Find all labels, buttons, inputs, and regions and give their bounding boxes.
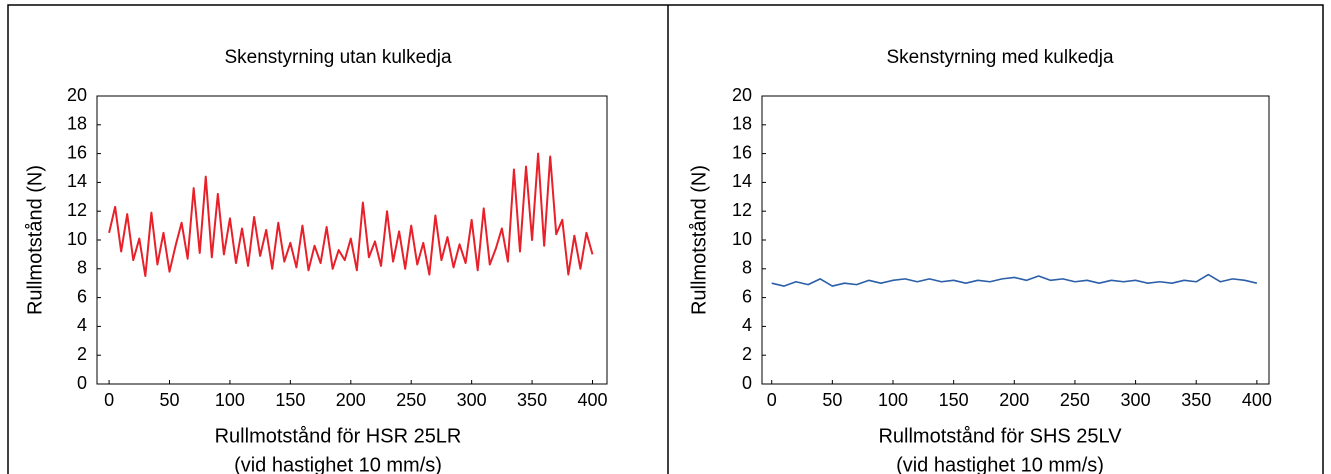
y-tick-label: 12 — [67, 200, 87, 220]
x-tick-label: 100 — [215, 390, 245, 410]
y-tick-label: 6 — [77, 286, 87, 306]
x-tick-label: 0 — [767, 390, 777, 410]
x-tick-label: 400 — [1242, 390, 1272, 410]
data-line — [771, 273, 1258, 287]
x-tick-label: 300 — [457, 390, 487, 410]
chart-title: Skenstyrning med kulkedja — [886, 47, 1113, 68]
x-tick-label: 150 — [275, 390, 305, 410]
x-axis-label: Rullmotstånd för SHS 25LV — [878, 425, 1122, 447]
y-tick-label: 6 — [742, 286, 752, 306]
y-tick-label: 2 — [77, 344, 87, 364]
x-axis-label: (vid hastighet 10 mm/s) — [896, 454, 1104, 474]
y-tick-label: 2 — [742, 344, 752, 364]
y-tick-label: 4 — [77, 315, 87, 335]
x-axis-label: (vid hastighet 10 mm/s) — [234, 454, 442, 474]
x-tick-label: 350 — [517, 390, 547, 410]
y-tick-label: 0 — [77, 373, 87, 393]
y-tick-label: 8 — [742, 258, 752, 278]
x-tick-label: 0 — [104, 390, 114, 410]
y-axis-label: Rullmotstånd (N) — [688, 165, 710, 315]
x-tick-label: 400 — [577, 390, 607, 410]
data-line — [108, 152, 594, 277]
y-tick-label: 18 — [67, 114, 87, 134]
y-tick-label: 4 — [742, 315, 752, 335]
plot-frame — [96, 95, 608, 385]
x-tick-label: 200 — [336, 390, 366, 410]
y-tick-label: 8 — [77, 258, 87, 278]
plot-frame — [761, 95, 1270, 385]
y-tick-label: 10 — [732, 229, 752, 249]
x-tick-label: 100 — [878, 390, 908, 410]
y-axis-label: Rullmotstånd (N) — [24, 165, 46, 315]
chart-title: Skenstyrning utan kulkedja — [224, 47, 452, 68]
x-tick-label: 350 — [1181, 390, 1211, 410]
outer-frame — [7, 4, 1324, 474]
y-tick-label: 20 — [732, 85, 752, 105]
y-tick-label: 18 — [732, 114, 752, 134]
x-axis-label: Rullmotstånd för HSR 25LR — [215, 425, 462, 447]
y-tick-label: 12 — [732, 200, 752, 220]
y-tick-label: 10 — [67, 229, 87, 249]
y-tick-label: 14 — [732, 171, 752, 191]
x-tick-label: 50 — [822, 390, 842, 410]
y-tick-label: 16 — [67, 142, 87, 162]
y-tick-label: 0 — [742, 373, 752, 393]
x-tick-label: 200 — [999, 390, 1029, 410]
x-tick-label: 300 — [1121, 390, 1151, 410]
y-tick-label: 16 — [732, 142, 752, 162]
y-tick-label: 14 — [67, 171, 87, 191]
x-tick-label: 150 — [939, 390, 969, 410]
x-tick-label: 250 — [396, 390, 426, 410]
x-tick-label: 50 — [159, 390, 179, 410]
x-tick-label: 250 — [1060, 390, 1090, 410]
y-tick-label: 20 — [67, 85, 87, 105]
